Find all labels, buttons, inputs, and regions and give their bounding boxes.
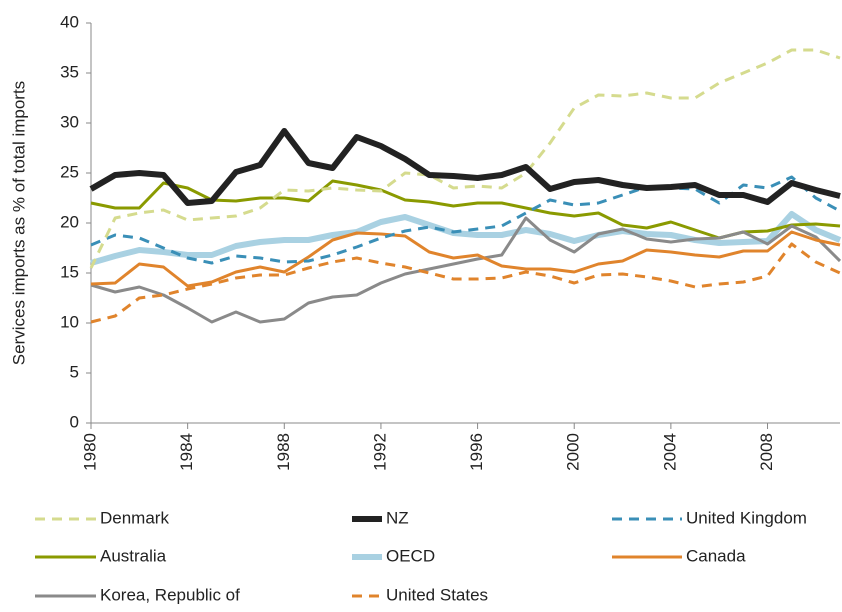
y-tick-label: 0 <box>70 412 79 431</box>
x-tick-label: 2000 <box>564 433 583 471</box>
legend-label: NZ <box>386 508 409 527</box>
y-tick-label: 20 <box>60 212 79 231</box>
series-line <box>90 211 842 266</box>
legend-label: United Kingdom <box>686 508 807 527</box>
x-tick-label: 1992 <box>370 433 389 471</box>
legend-label: Korea, Republic of <box>100 585 240 604</box>
y-tick-label: 25 <box>60 162 79 181</box>
y-tick-label: 40 <box>60 12 79 31</box>
series-line <box>90 230 841 288</box>
legend-label: OECD <box>386 546 435 565</box>
y-tick-label: 35 <box>60 62 79 81</box>
y-tick-label: 30 <box>60 112 79 131</box>
x-tick-label: 1980 <box>80 433 99 471</box>
y-tick-label: 10 <box>60 312 79 331</box>
series-line <box>89 128 841 206</box>
series-line <box>90 216 842 324</box>
x-tick-label: 2008 <box>757 433 776 471</box>
legend-label: United States <box>386 585 488 604</box>
y-tick-label: 5 <box>70 362 79 381</box>
series-line <box>89 48 841 269</box>
y-axis-label: Services imports as % of total imports <box>9 81 28 365</box>
legend-label: Denmark <box>100 508 169 527</box>
series-line <box>90 175 841 265</box>
legend-label: Canada <box>686 546 746 565</box>
x-tick-label: 1984 <box>177 433 196 471</box>
x-tick-label: 2004 <box>660 433 679 471</box>
x-tick-label: 1996 <box>467 433 486 471</box>
legend-label: Australia <box>100 546 167 565</box>
x-tick-label: 1988 <box>274 433 293 471</box>
series-line <box>90 179 841 240</box>
y-tick-label: 15 <box>60 262 79 281</box>
